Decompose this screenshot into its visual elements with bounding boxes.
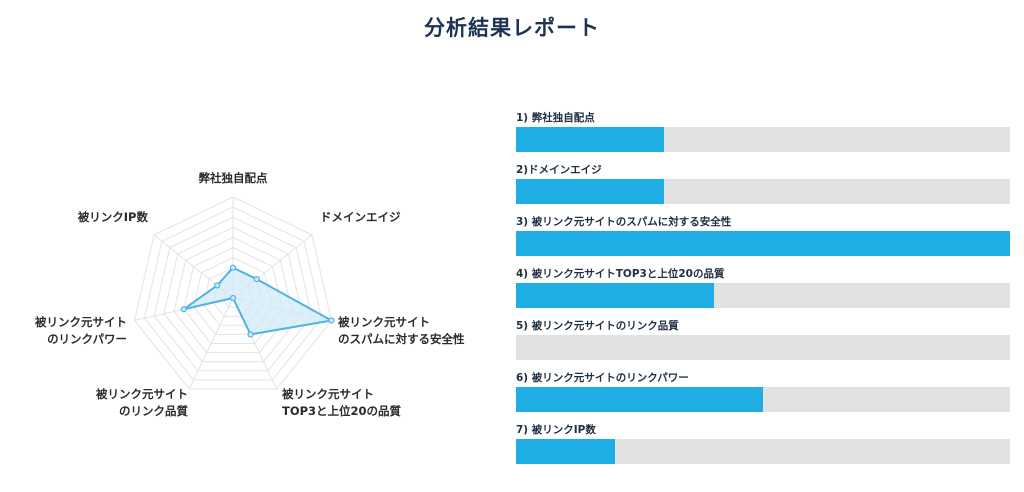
- radar-spoke: [188, 297, 234, 390]
- bar-fill: [516, 231, 1010, 256]
- bar-fill: [516, 387, 763, 412]
- radar-series-area: [182, 266, 333, 336]
- bar-row: 2)ドメインエイジ: [516, 158, 1010, 210]
- radar-grid-ring: [193, 257, 273, 335]
- bar-label: 3) 被リンク元サイトのスパムに対する安全性: [516, 216, 732, 228]
- radar-point: [253, 276, 260, 283]
- bar-label: 1) 弊社独自配点: [516, 112, 595, 124]
- bar-label: 6) 被リンク元サイトのリンクパワー: [516, 372, 689, 384]
- radar-axis-label: のリンク品質: [119, 404, 188, 418]
- radar-grid-ring: [143, 206, 323, 381]
- radar-point: [229, 264, 237, 271]
- radar-axis-label: 被リンク元サイト: [96, 387, 188, 401]
- bar-track: [516, 335, 1010, 360]
- bar-chart: 1) 弊社独自配点 2)ドメインエイジ 3) 被リンク元サイトのスパムに対する安全性…: [516, 106, 1010, 470]
- radar-axis-label: のリンクパワー: [47, 332, 127, 346]
- radar-axis-label: 被リンク元サイト: [35, 315, 127, 329]
- radar-axis-label: TOP3と上位20の品質: [282, 404, 402, 418]
- page-title: 分析結果レポート: [424, 16, 600, 40]
- bar-track: [516, 179, 1010, 204]
- radar-axis-label: のスパムに対する安全性: [338, 332, 465, 346]
- bar-row: 6) 被リンク元サイトのリンクパワー: [516, 366, 1010, 418]
- bar-row: 4) 被リンク元サイトTOP3と上位20の品質: [516, 262, 1010, 314]
- bar-row: 7) 被リンクIP数: [516, 418, 1010, 470]
- radar-point: [229, 294, 237, 302]
- radar-grid-ring: [133, 196, 333, 390]
- bar-track: [516, 387, 1010, 412]
- radar-axis-label: 弊社独自配点: [199, 171, 268, 185]
- radar-grid-ring: [163, 226, 303, 363]
- bar-track: [516, 439, 1010, 464]
- bar-label: 5) 被リンク元サイトのリンク品質: [516, 320, 679, 332]
- radar-axis-label: 被リンク元サイト: [338, 315, 430, 329]
- radar-grid-ring: [173, 236, 293, 354]
- bar-fill: [516, 179, 665, 204]
- radar-axis-label: ドメインエイジ: [320, 210, 401, 224]
- bar-row: 5) 被リンク元サイトのリンク品質: [516, 314, 1010, 366]
- radar-point: [328, 317, 335, 324]
- bar-row: 3) 被リンク元サイトのスパムに対する安全性: [516, 210, 1010, 262]
- bar-label: 7) 被リンクIP数: [516, 424, 596, 436]
- bar-fill: [516, 127, 665, 152]
- radar-point: [180, 306, 187, 313]
- bar-track: [516, 127, 1010, 152]
- bar-fill: [516, 439, 615, 464]
- bar-track: [516, 231, 1010, 256]
- radar-point: [247, 331, 254, 338]
- bar-label: 4) 被リンク元サイトTOP3と上位20の品質: [516, 268, 725, 280]
- radar-point: [214, 282, 221, 289]
- radar-chart: 弊社独自配点ドメインエイジ被リンク元サイトのスパムに対する安全性被リンク元サイト…: [35, 171, 465, 418]
- radar-grid-ring: [183, 246, 283, 344]
- radar-axis-label: 被リンク元サイト: [282, 387, 374, 401]
- bar-label: 2)ドメインエイジ: [516, 164, 602, 176]
- radar-grid-ring: [153, 216, 313, 372]
- bar-row: 1) 弊社独自配点: [516, 106, 1010, 158]
- radar-axis-label: 被リンクIP数: [78, 210, 149, 224]
- bar-track: [516, 283, 1010, 308]
- bar-fill: [516, 283, 714, 308]
